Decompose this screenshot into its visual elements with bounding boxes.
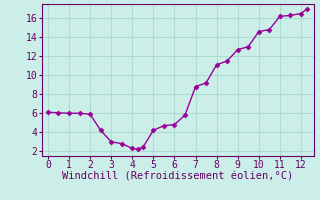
X-axis label: Windchill (Refroidissement éolien,°C): Windchill (Refroidissement éolien,°C) [62, 172, 293, 182]
